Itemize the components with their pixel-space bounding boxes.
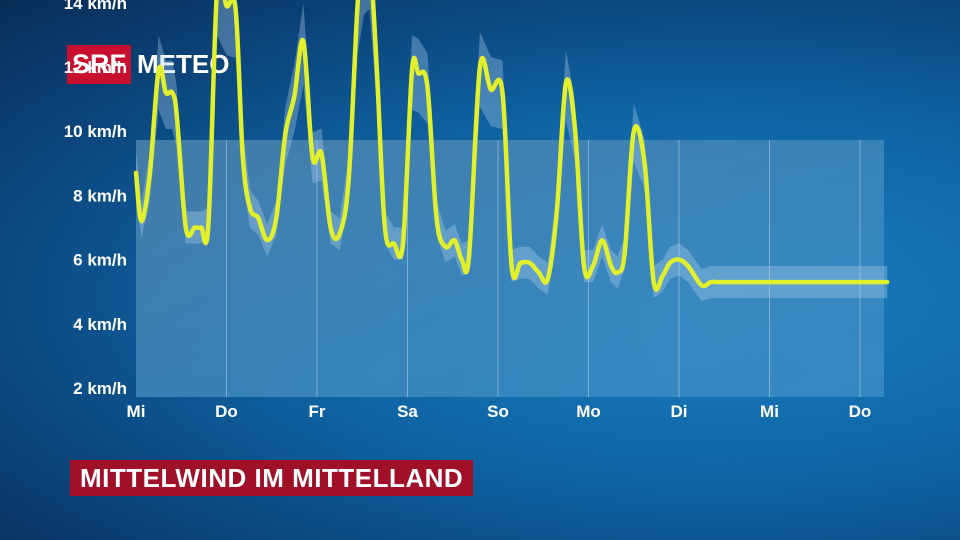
x-day-label: Do — [215, 402, 238, 421]
uncertainty-band — [136, 0, 888, 302]
y-tick-label: 6 km/h — [73, 251, 127, 270]
x-day-label: Di — [671, 402, 688, 421]
wind-series-line — [133, 0, 890, 292]
y-tick-label: 14 km/h — [64, 0, 127, 13]
y-tick-label: 10 km/h — [64, 122, 127, 141]
y-tick-label: 8 km/h — [73, 186, 127, 205]
x-day-label: So — [487, 402, 509, 421]
y-tick-label: 12 km/h — [64, 58, 127, 77]
x-day-label: Mi — [760, 402, 779, 421]
x-day-label: Sa — [397, 402, 418, 421]
chart-caption: MITTELWIND IM MITTELLAND — [70, 460, 474, 496]
x-day-label: Fr — [309, 402, 326, 421]
x-day-label: Mo — [576, 402, 601, 421]
x-day-label: Mi — [127, 402, 146, 421]
srf-logo-box: SRF — [67, 45, 131, 84]
y-tick-label: 4 km/h — [73, 315, 127, 334]
x-day-label: Do — [849, 402, 872, 421]
y-tick-label: 2 km/h — [73, 379, 127, 398]
